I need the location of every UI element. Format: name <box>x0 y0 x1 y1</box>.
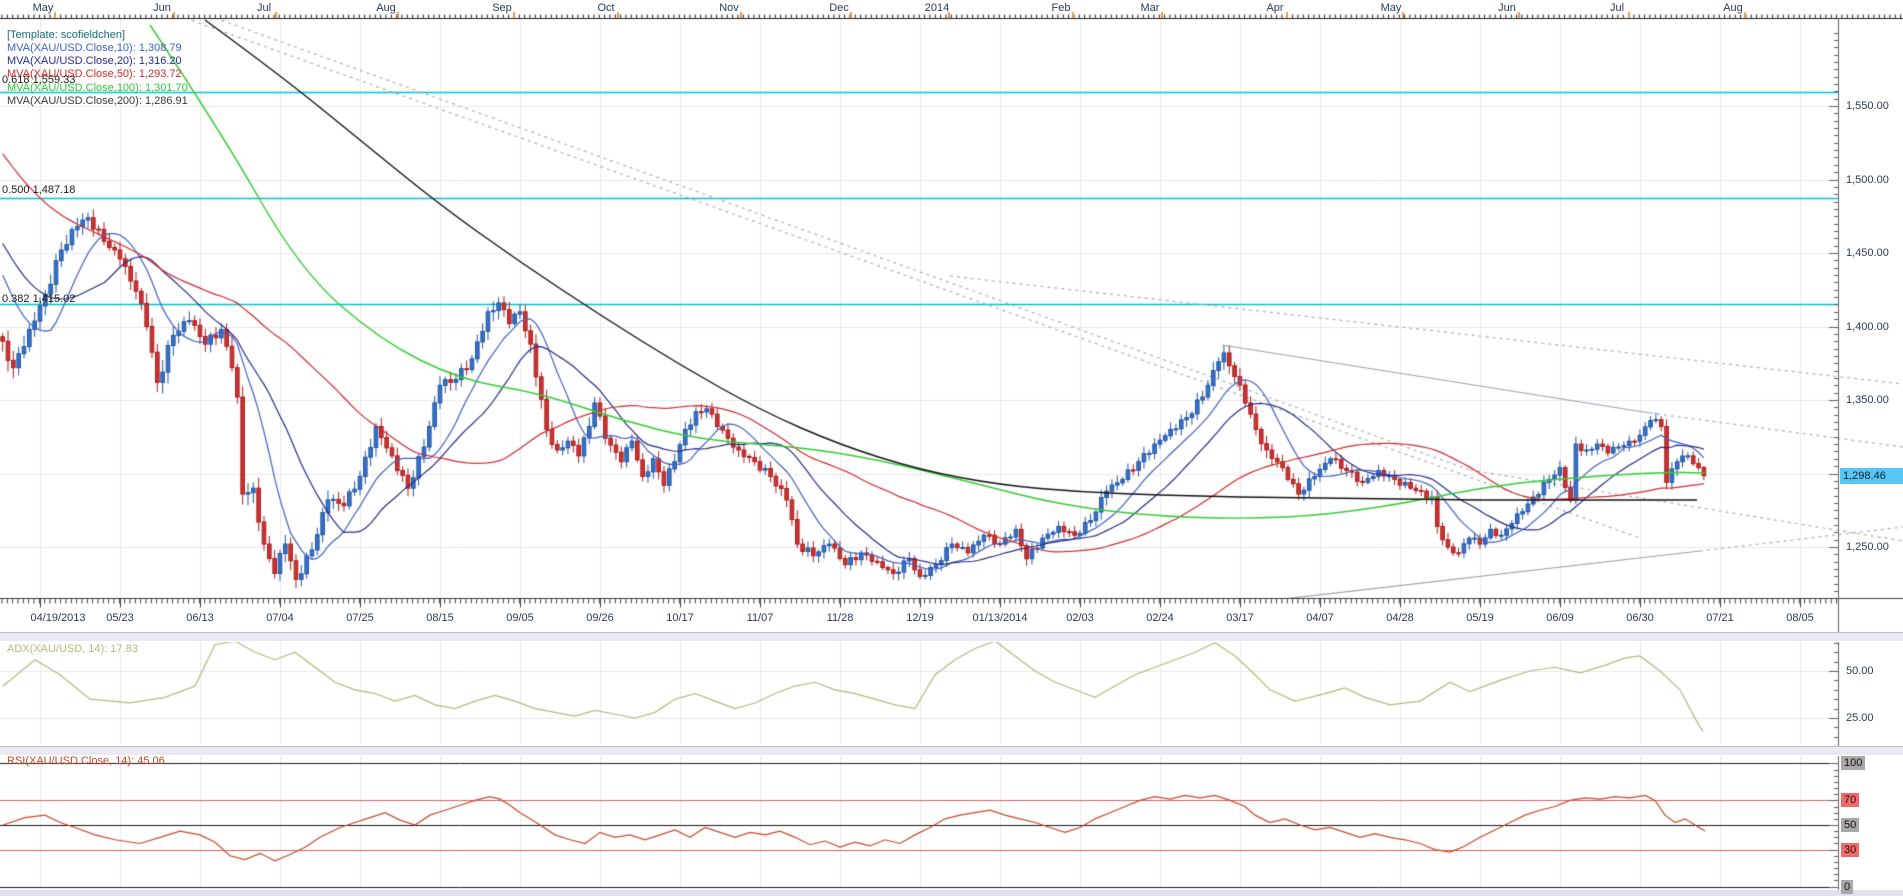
date-label: 02/24 <box>1146 612 1174 624</box>
month-label: Mar <box>1140 2 1160 14</box>
legend-template: [Template: scofieldchen] <box>7 29 126 41</box>
date-label: 02/03 <box>1066 612 1094 624</box>
legend-mva50: MVA(XAU/USD.Close,50): 1,293.72 <box>7 68 182 80</box>
current-price-badge: 1,298.46 <box>1840 467 1903 484</box>
month-label: Aug <box>1723 2 1743 14</box>
month-label: Jun <box>153 2 171 14</box>
month-label: Oct <box>597 2 615 14</box>
rsi-axis-badge: 100 <box>1841 756 1866 771</box>
date-label: 06/30 <box>1626 612 1654 624</box>
month-label: Jul <box>1609 2 1625 14</box>
adx-axis-label: 25.00 <box>1846 712 1874 724</box>
month-label: Jul <box>256 2 272 14</box>
date-label: 06/09 <box>1546 612 1574 624</box>
date-label: 04/28 <box>1386 612 1414 624</box>
rsi-axis-badge: 30 <box>1841 842 1860 857</box>
date-label: 07/04 <box>266 612 294 624</box>
month-label: Jun <box>1498 2 1516 14</box>
adx-value: 17.83 <box>110 643 138 655</box>
adx-legend: ADX(XAU/USD, 14): 17.83 <box>7 643 138 655</box>
month-label: Dec <box>829 2 849 14</box>
date-label: 09/05 <box>506 612 534 624</box>
adx-axis-label: 50.00 <box>1846 665 1874 677</box>
month-label: May <box>1380 2 1402 14</box>
legend-mva200: MVA(XAU/USD.Close,200): 1,286.91 <box>7 95 188 107</box>
month-label: Feb <box>1051 2 1071 14</box>
date-label: 11/07 <box>746 612 774 624</box>
date-label: 10/17 <box>666 612 694 624</box>
window-bottom-edge <box>0 890 1903 896</box>
month-label: Aug <box>376 2 396 14</box>
legend-mva20: MVA(XAU/USD.Close,20): 1,316.20 <box>7 55 182 67</box>
adx-label: ADX(XAU/USD, 14): <box>7 643 108 655</box>
month-label: Sep <box>492 2 512 14</box>
date-label: 08/15 <box>426 612 454 624</box>
price-axis-label: 1,450.00 <box>1846 247 1889 259</box>
date-label: 04/19/2013 <box>30 612 86 624</box>
price-axis-label: 1,550.00 <box>1846 100 1889 112</box>
rsi-label: RSI(XAU/USD.Close, 14): <box>7 755 135 767</box>
legend-mva10: MVA(XAU/USD.Close,10): 1,308.79 <box>7 42 182 54</box>
pane-splitter-adx[interactable] <box>0 632 1903 642</box>
price-axis-label: 1,250.00 <box>1846 541 1889 553</box>
date-label: 09/26 <box>586 612 614 624</box>
date-label: 03/17 <box>1226 612 1254 624</box>
pane-splitter-rsi[interactable] <box>0 746 1903 756</box>
date-label: 07/25 <box>346 612 374 624</box>
date-label: 04/07 <box>1306 612 1334 624</box>
rsi-axis-badge: 50 <box>1841 818 1860 832</box>
legend-mva100: MVA(XAU/USD.Close,100): 1,301.70 <box>7 82 188 94</box>
rsi-legend: RSI(XAU/USD.Close, 14): 45.06 <box>7 755 165 767</box>
date-label: 08/05 <box>1786 612 1814 624</box>
fib-label-382[interactable]: 0.382 1,415.02 <box>2 293 76 305</box>
fib-label-618[interactable]: 0.618 1,559.33 <box>2 74 76 86</box>
date-label: 06/13 <box>186 612 214 624</box>
month-label: Nov <box>719 2 739 14</box>
rsi-axis-badge: 0 <box>1841 879 1854 894</box>
date-label: 01/13/2014 <box>972 612 1028 624</box>
price-axis-label: 1,500.00 <box>1846 173 1889 186</box>
date-label: 05/23 <box>106 612 134 624</box>
rsi-axis-badge: 70 <box>1841 793 1860 808</box>
rsi-value: 45.06 <box>137 755 165 767</box>
month-label: Apr <box>1266 2 1284 14</box>
date-label: 12/19 <box>906 612 934 624</box>
price-axis-label: 1,400.00 <box>1846 320 1889 333</box>
month-label: May <box>32 2 54 14</box>
fib-label-500[interactable]: 0.500 1,487.18 <box>2 184 76 196</box>
date-label: 07/21 <box>1706 612 1734 624</box>
date-label: 11/28 <box>826 612 854 624</box>
month-label: 2014 <box>924 2 950 14</box>
price-axis-label: 1,350.00 <box>1846 394 1889 406</box>
date-label: 05/19 <box>1466 612 1494 624</box>
